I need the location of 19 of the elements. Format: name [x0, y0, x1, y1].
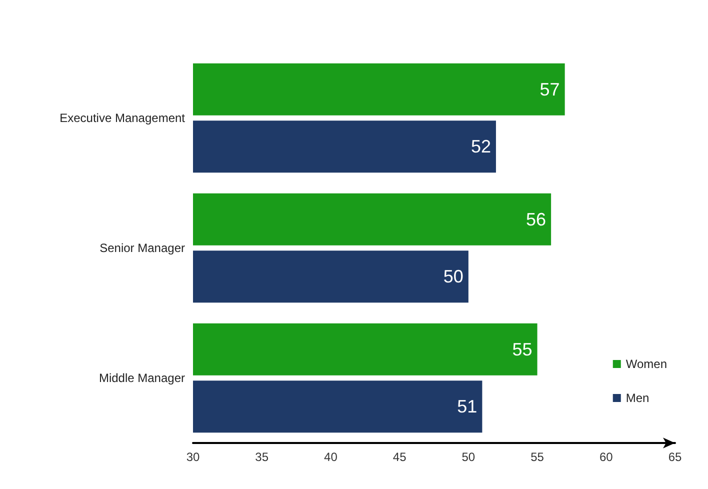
x-tick-label: 35: [255, 450, 269, 464]
data-label: 55: [512, 339, 532, 360]
x-tick-label: 65: [668, 450, 682, 464]
legend-label: Men: [626, 391, 650, 405]
x-tick-label: 55: [530, 450, 544, 464]
data-label: 51: [457, 396, 478, 417]
x-tick-label: 40: [324, 450, 338, 464]
y-tick-label: Senior Manager: [100, 241, 185, 255]
y-tick-label: Middle Manager: [98, 371, 185, 385]
x-tick-label: 60: [599, 450, 614, 464]
legend-label: Women: [626, 357, 668, 371]
x-tick-label: 30: [186, 450, 200, 464]
data-label: 52: [470, 136, 491, 157]
data-label: 56: [526, 209, 546, 230]
x-tick-label: 50: [462, 450, 476, 464]
data-label: 50: [443, 266, 464, 287]
y-tick-label: Executive Management: [60, 111, 186, 125]
x-tick-label: 45: [392, 450, 407, 464]
data-label: 57: [540, 79, 560, 100]
